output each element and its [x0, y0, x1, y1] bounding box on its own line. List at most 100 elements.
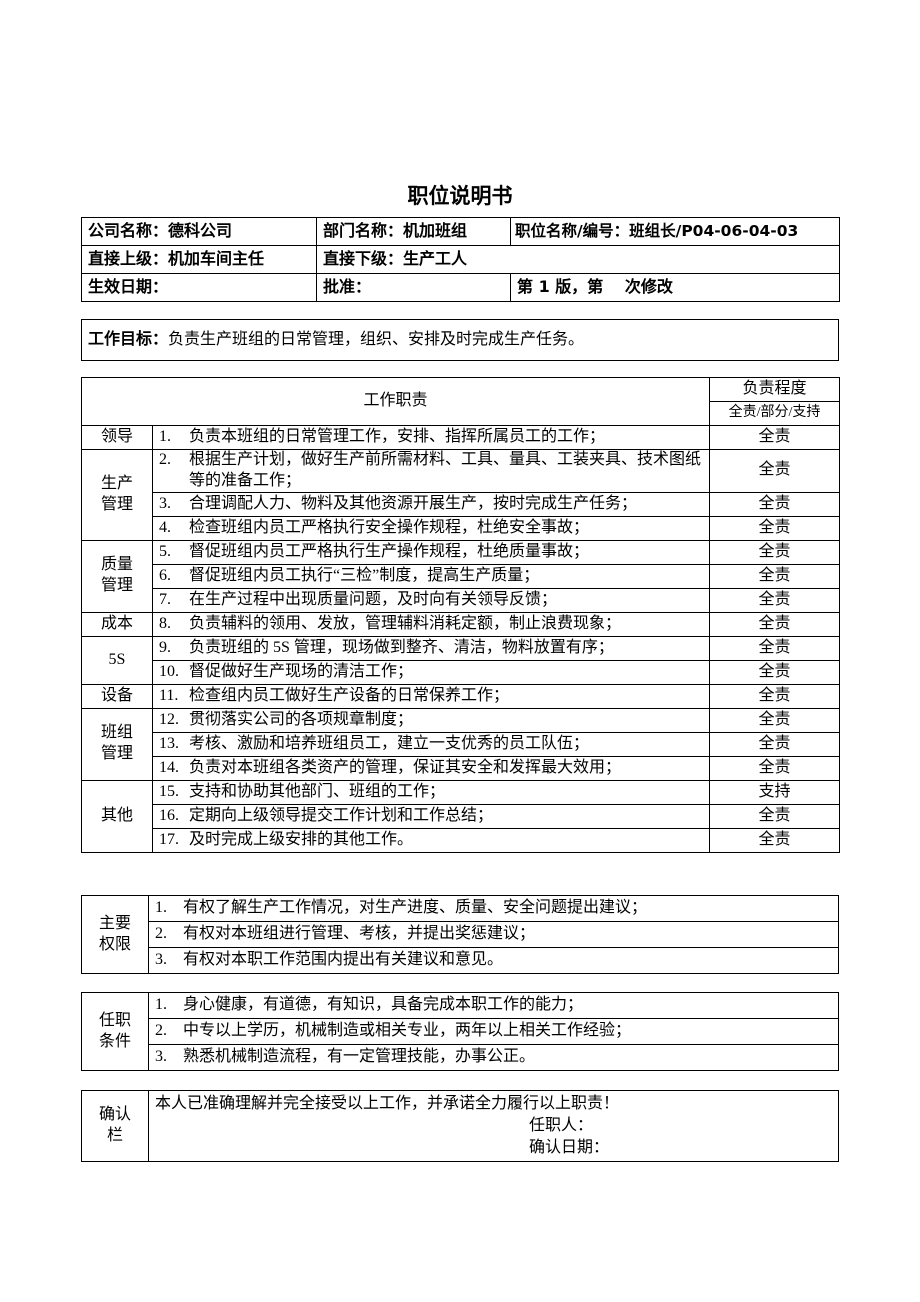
qualification-label: 任职条件 — [81, 992, 149, 1071]
duty-category: 其他 — [81, 779, 153, 853]
duty-degree: 全责 — [709, 659, 841, 685]
duty-degree: 全责 — [709, 803, 841, 829]
duty-row: 4. 检查班组内员工严格执行安全操作规程，杜绝安全事故； 全责 — [82, 515, 841, 541]
duty-row: 16. 定期向上级领导提交工作计划和工作总结； 全责 — [82, 803, 841, 829]
duty-description: 支持和协助其他部门、班组的工作； — [189, 782, 446, 800]
duty-description: 合理调配人力、物料及其他资源开展生产，按时完成生产任务； — [189, 494, 638, 512]
duty-degree: 全责 — [709, 611, 841, 637]
duty-category-text: 其他 — [100, 806, 133, 824]
duty-number: 13. — [159, 734, 179, 752]
duty-row: 5S 9. 负责班组的 5S 管理，现场做到整齐、清洁，物料放置有序； 全责 — [81, 635, 841, 685]
authority-item: 1. 有权了解生产工作情况，对生产进度、质量、安全问题提出建议； — [148, 895, 839, 922]
duty-degree: 全责 — [709, 755, 841, 781]
approval: 批准： — [316, 273, 511, 302]
effective-date: 生效日期： — [81, 273, 317, 302]
duty-number: 16. — [159, 806, 179, 824]
duty-text: 7. 在生产过程中出现质量问题，及时向有关领导反馈； — [151, 587, 711, 613]
goal-label: 工作目标： — [88, 329, 169, 349]
duty-description: 负责班组的 5S 管理，现场做到整齐、清洁，物料放置有序； — [189, 638, 614, 656]
confirm-label: 确认栏 — [81, 1090, 149, 1162]
duty-text: 17. 及时完成上级安排的其他工作。 — [151, 827, 711, 853]
duty-description: 负责对本班组各类资产的管理，保证其安全和发挥最大效用； — [189, 758, 622, 776]
duty-number: 5. — [159, 542, 171, 560]
direct-subordinate: 直接下级：生产工人 — [316, 245, 840, 274]
duty-text: 8. 负责辅料的领用、发放，管理辅料消耗定额，制止浪费现象； — [151, 611, 711, 637]
duty-degree: 全责 — [709, 731, 841, 757]
basic-info-table: 公司名称：德科公司 部门名称：机加班组 职位名称/编号：班组长/P04-06-0… — [81, 217, 840, 302]
duty-row: 13. 考核、激励和培养班组员工，建立一支优秀的员工队伍； 全责 — [82, 731, 841, 757]
page-title: 职位说明书 — [407, 184, 513, 208]
duty-degree: 全责 — [709, 587, 841, 613]
authority-item: 2. 有权对本班组进行管理、考核，并提出奖惩建议； — [148, 921, 839, 948]
company-name: 公司名称：德科公司 — [81, 217, 317, 246]
duty-category: 领导 — [81, 425, 153, 450]
duty-text: 6. 督促班组内员工执行“三检”制度，提高生产质量； — [151, 563, 711, 589]
duty-degree: 支持 — [709, 779, 841, 805]
duty-text: 9. 负责班组的 5S 管理，现场做到整齐、清洁，物料放置有序； — [151, 635, 711, 661]
duty-row: 其他 15. 支持和协助其他部门、班组的工作； 支持 — [81, 779, 841, 853]
version: 第 1 版，第 次修改 — [510, 273, 840, 302]
duty-description: 督促班组内员工严格执行生产操作规程，杜绝质量事故； — [189, 542, 590, 560]
duty-text: 16. 定期向上级领导提交工作计划和工作总结； — [151, 803, 711, 829]
duty-number: 9. — [159, 638, 171, 656]
duty-row: 17. 及时完成上级安排的其他工作。 全责 — [82, 827, 841, 853]
duty-description: 定期向上级领导提交工作计划和工作总结； — [189, 806, 494, 824]
degree-header: 负责程度 — [709, 377, 841, 402]
duty-row: 10. 督促做好生产现场的清洁工作； 全责 — [82, 659, 841, 685]
confirm-statement: 本人已准确理解并完全接受以上工作，并承诺全力履行以上职责！ — [155, 1095, 620, 1112]
duty-number: 11. — [159, 686, 179, 704]
duty-row: 14. 负责对本班组各类资产的管理，保证其安全和发挥最大效用； 全责 — [82, 755, 841, 781]
department-name: 部门名称：机加班组 — [316, 217, 511, 246]
duty-row: 设备 11. 检查组内员工做好生产设备的日常保养工作； 全责 — [81, 683, 841, 709]
duty-degree: 全责 — [709, 515, 841, 541]
duties-header: 工作职责 — [80, 377, 711, 426]
confirm-label-text: 确认栏 — [98, 1106, 131, 1144]
duty-category: 成本 — [81, 611, 153, 637]
duty-row: 质量管理 5. 督促班组内员工严格执行生产操作规程，杜绝质量事故； 全责 — [81, 539, 841, 613]
duty-description: 根据生产计划，做好生产前所需材料、工具、量具、工装夹具、技术图纸等的准备工作； — [189, 451, 702, 489]
duty-row: 成本 8. 负责辅料的领用、发放，管理辅料消耗定额，制止浪费现象； 全责 — [81, 611, 841, 637]
qualification-item: 2. 中专以上学历，机械制造或相关专业，两年以上相关工作经验； — [148, 1018, 839, 1045]
duty-text: 11. 检查组内员工做好生产设备的日常保养工作； — [151, 683, 711, 709]
authority-label: 主要权限 — [81, 895, 149, 974]
duty-category: 班组管理 — [81, 707, 153, 781]
duty-category-text: 班组管理 — [100, 724, 133, 763]
duty-description: 检查组内员工做好生产设备的日常保养工作； — [189, 686, 510, 704]
authority-label-text: 主要权限 — [98, 914, 131, 953]
duty-number: 10. — [159, 662, 179, 680]
qualification-item: 3. 熟悉机械制造流程，有一定管理技能，办事公正。 — [148, 1044, 839, 1071]
confirm-date: 确认日期： — [529, 1139, 610, 1156]
duty-degree: 全责 — [709, 491, 841, 517]
authority-item: 3. 有权对本职工作范围内提出有关建议和意见。 — [148, 947, 839, 974]
duty-number: 12. — [159, 710, 179, 728]
duty-text: 12. 贯彻落实公司的各项规章制度； — [151, 707, 711, 733]
duty-number: 2. — [159, 451, 171, 468]
qualification-item: 1. 身心健康，有道德，有知识，具备完成本职工作的能力； — [148, 992, 839, 1019]
goal-text: 负责生产班组的日常管理，组织、安排及时完成生产任务。 — [168, 331, 585, 349]
duty-row: 班组管理 12. 贯彻落实公司的各项规章制度； 全责 — [81, 707, 841, 781]
duty-text: 1. 负责本班组的日常管理工作，安排、指挥所属员工的工作； — [151, 425, 711, 450]
degree-subheader: 全责/部分/支持 — [709, 401, 841, 426]
duty-description: 负责本班组的日常管理工作，安排、指挥所属员工的工作； — [189, 428, 606, 446]
duty-row: 3. 合理调配人力、物料及其他资源开展生产，按时完成生产任务； 全责 — [82, 491, 841, 517]
duty-number: 8. — [159, 614, 171, 632]
duty-degree: 全责 — [709, 425, 841, 450]
duty-category-text: 质量管理 — [100, 556, 133, 595]
duty-description: 督促做好生产现场的清洁工作； — [189, 662, 414, 680]
duty-number: 3. — [159, 494, 171, 512]
duty-category: 质量管理 — [81, 539, 153, 613]
duty-text: 10. 督促做好生产现场的清洁工作； — [151, 659, 711, 685]
authority-table: 主要权限 1. 有权了解生产工作情况，对生产进度、质量、安全问题提出建议； 2.… — [81, 895, 839, 974]
duty-text: 3. 合理调配人力、物料及其他资源开展生产，按时完成生产任务； — [151, 491, 711, 517]
duty-degree: 全责 — [709, 539, 841, 565]
duty-category: 设备 — [81, 683, 153, 709]
duty-degree: 全责 — [709, 683, 841, 709]
duty-description: 贯彻落实公司的各项规章制度； — [189, 710, 414, 728]
duty-category-text: 成本 — [100, 614, 133, 632]
duty-category-text: 5S — [108, 650, 126, 668]
duty-text: 13. 考核、激励和培养班组员工，建立一支优秀的员工队伍； — [151, 731, 711, 757]
duty-category-text: 生产管理 — [100, 475, 133, 513]
duty-degree: 全责 — [709, 449, 841, 493]
duty-row: 生产管理 2. 根据生产计划，做好生产前所需材料、工具、量具、工装夹具、技术图纸等的… — [81, 449, 841, 541]
duty-degree: 全责 — [709, 563, 841, 589]
